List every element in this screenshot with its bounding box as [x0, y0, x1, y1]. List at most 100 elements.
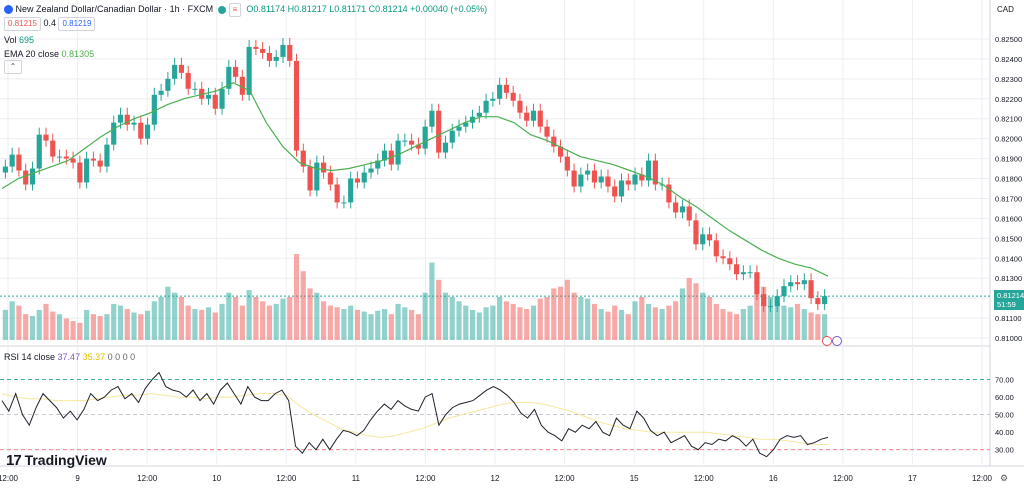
volume-bars: [2, 254, 828, 340]
volume-bar: [178, 297, 185, 340]
candle-body: [456, 126, 462, 131]
volume-bar: [436, 279, 442, 340]
alert-icon[interactable]: [831, 335, 842, 346]
volume-bar: [361, 311, 367, 340]
candle-body: [747, 272, 753, 274]
candle-body: [300, 150, 306, 167]
rsi-value: 37.47: [57, 352, 81, 362]
volume-bar: [571, 292, 577, 340]
volume-bar: [307, 288, 313, 340]
brand-logo[interactable]: 17 TradingView: [6, 452, 107, 469]
currency-label[interactable]: CAD: [997, 5, 1014, 14]
candle-body: [700, 234, 706, 245]
rsi-label[interactable]: RSI 14 close: [4, 352, 56, 362]
candle-body: [151, 94, 157, 125]
price-tick-label: 0.82000: [995, 135, 1022, 144]
candle-body: [9, 154, 15, 167]
volume-bar: [43, 303, 49, 340]
volume-bar: [449, 297, 455, 340]
volume-bar: [50, 311, 56, 340]
volume-bar: [212, 312, 218, 340]
candle-body: [476, 112, 482, 117]
candle-body: [43, 134, 49, 141]
candle-body: [557, 146, 564, 157]
settings-gear-icon[interactable]: ⚙: [1000, 473, 1009, 483]
candle-body: [409, 140, 415, 145]
price-tick-label: 0.81600: [995, 214, 1022, 223]
candle-body: [537, 110, 543, 127]
candle-body: [510, 92, 516, 101]
candle-body: [632, 174, 638, 185]
volume-bar: [429, 262, 435, 340]
volume-bar: [138, 314, 144, 340]
brand-name: TradingView: [24, 452, 107, 468]
last-price-value: 0.81214: [997, 291, 1024, 300]
volume-bar: [659, 309, 665, 340]
candle-body: [23, 170, 29, 185]
candle-body: [111, 122, 117, 145]
time-tick-label: 12:00: [137, 474, 158, 483]
candle-body: [659, 184, 665, 186]
candle-body: [652, 160, 658, 185]
time-tick-label: 12:00: [555, 474, 576, 483]
candle-body: [429, 110, 435, 127]
symbol-legend: New Zealand Dollar/Canadian Dollar · 1h …: [4, 3, 487, 17]
volume-bar: [673, 301, 679, 340]
candle-body: [321, 162, 327, 173]
collapse-legend-icon[interactable]: ⌃: [4, 60, 22, 74]
price-tick-label: 0.81800: [995, 175, 1022, 184]
volume-bar: [605, 311, 611, 340]
volume-bar: [409, 309, 415, 340]
volume-bar: [158, 297, 164, 340]
volume-bar: [456, 301, 462, 340]
volume-bar: [388, 314, 394, 340]
candle-body: [503, 84, 509, 93]
alert-markers[interactable]: [822, 334, 842, 346]
price-tick-label: 0.81700: [995, 194, 1022, 203]
candle-body: [70, 158, 76, 163]
volume-bar: [645, 303, 652, 340]
volume-bar: [618, 309, 625, 340]
candle-body: [449, 130, 455, 143]
candle-body: [415, 144, 421, 149]
rsi-levels: [0, 379, 990, 451]
sell-button[interactable]: 0.81215: [4, 17, 41, 31]
volume-bar: [524, 309, 530, 340]
vol-label[interactable]: Vol: [4, 35, 17, 45]
rsi-line: [1, 371, 829, 458]
price-axis[interactable]: 0.82500 0.82400 0.82300 0.82200 0.82100 0.820…: [995, 35, 1022, 343]
volume-bar: [56, 314, 63, 340]
eye-icon[interactable]: ≡: [228, 3, 242, 17]
time-axis[interactable]: 12:00 9 12:00 10 12:00 11 12:00 12 12:00 15 12:00 1…: [0, 474, 993, 483]
volume-bar: [395, 303, 401, 340]
candle-body: [266, 52, 273, 61]
ema-label[interactable]: EMA 20 close: [4, 49, 60, 59]
volume-bar: [239, 305, 245, 340]
volume-bar: [774, 301, 780, 340]
candle-body: [239, 76, 245, 95]
volume-bar: [348, 305, 354, 340]
rsi-ma-value: 35.37: [82, 352, 106, 362]
price-tick-label: 0.82400: [995, 55, 1022, 64]
volume-bar: [354, 309, 361, 340]
volume-bar: [266, 305, 273, 340]
candle-body: [381, 150, 388, 161]
volume-bar: [151, 301, 157, 340]
candle-body: [232, 66, 239, 77]
volume-bar: [720, 309, 726, 340]
candle-body: [530, 110, 537, 121]
volume-bar: [490, 305, 496, 340]
symbol-title[interactable]: New Zealand Dollar/Canadian Dollar · 1h …: [15, 4, 214, 14]
candle-body: [178, 64, 185, 73]
trade-buttons: 0.81215 0.4 0.81219: [4, 17, 96, 31]
alert-icon[interactable]: [822, 335, 832, 346]
volume-bar: [483, 307, 489, 340]
volume-bar: [70, 321, 76, 340]
buy-button[interactable]: 0.81219: [58, 17, 96, 31]
volume-legend: Vol 695: [4, 34, 34, 46]
candle-body: [158, 90, 164, 95]
rsi-axis[interactable]: 70.00 60.00 50.00 40.00 30.00: [995, 376, 1014, 455]
candle-body: [605, 176, 611, 187]
candle-body: [645, 160, 652, 181]
